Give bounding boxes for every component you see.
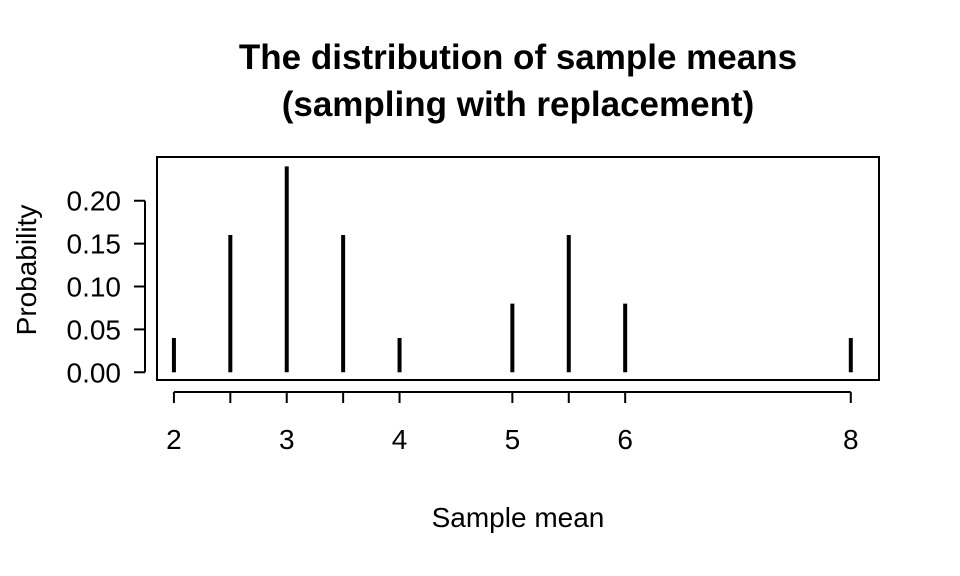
y-axis-label: Probability: [11, 205, 42, 336]
x-tick-label-4: 4: [392, 424, 408, 455]
y-tick-label-0: 0.00: [67, 357, 122, 388]
x-axis-label: Sample mean: [432, 502, 605, 533]
chart-title-line-2: (sampling with replacement): [282, 85, 755, 124]
y-tick-label-0.05: 0.05: [67, 314, 122, 345]
x-axis: 2 3 4 5 6 8: [166, 391, 859, 455]
y-tick-label-0.2: 0.20: [67, 186, 122, 217]
x-tick-label-5: 5: [505, 424, 521, 455]
chart-title-line-1: The distribution of sample means: [239, 38, 797, 77]
bars-group: [171, 166, 853, 373]
y-axis: 0.00 0.05 0.10 0.15 0.20: [67, 186, 146, 388]
plot-frame: [156, 156, 880, 381]
x-tick-label-8: 8: [843, 424, 859, 455]
y-tick-label-0.15: 0.15: [67, 229, 122, 260]
x-tick-label-2: 2: [166, 424, 182, 455]
x-tick-label-6: 6: [617, 424, 633, 455]
x-tick-label-3: 3: [279, 424, 295, 455]
y-tick-label-0.1: 0.10: [67, 272, 122, 303]
